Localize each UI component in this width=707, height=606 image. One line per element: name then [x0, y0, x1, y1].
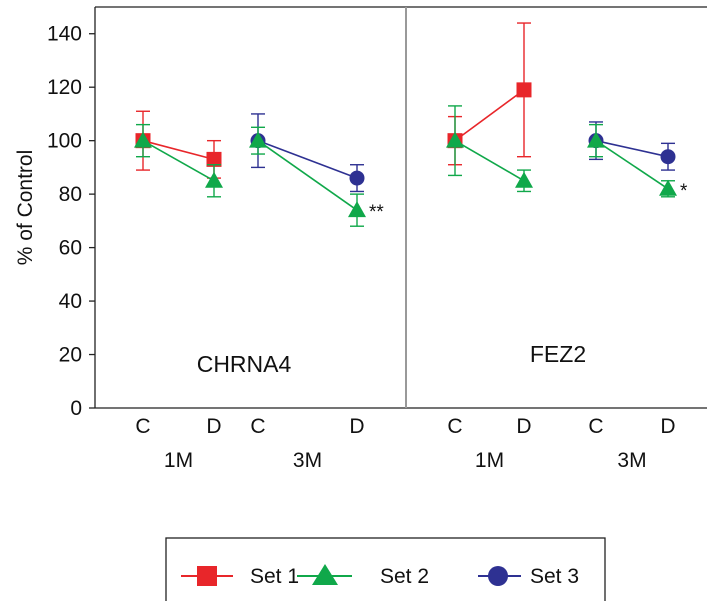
- legend: Set 1 Set 2 Set 3: [165, 537, 606, 606]
- data-point-marker: [205, 171, 223, 188]
- series-line: [454, 89, 525, 142]
- x-category-label: D: [349, 415, 364, 438]
- y-tick-label: 0: [70, 397, 82, 420]
- data-point-marker: [587, 131, 605, 148]
- series-line: [595, 139, 669, 158]
- data-point-marker: [134, 131, 152, 148]
- y-tick-label: 140: [47, 23, 82, 46]
- x-category-label: C: [135, 415, 150, 438]
- legend-marker: [488, 566, 508, 586]
- significance-annotation: **: [369, 202, 384, 223]
- y-tick-label: 20: [59, 344, 82, 367]
- x-group-label: 1M: [475, 449, 504, 472]
- data-point-marker: [206, 151, 222, 167]
- x-category-label: D: [206, 415, 221, 438]
- series-line: [257, 139, 358, 179]
- series-line: [142, 139, 215, 161]
- x-category-label: D: [660, 415, 675, 438]
- legend-label: Set 2: [380, 565, 429, 588]
- series-line: [142, 139, 215, 182]
- x-category-label: C: [588, 415, 603, 438]
- legend-marker: [312, 564, 338, 585]
- x-group-label: 1M: [164, 449, 193, 472]
- series-line: [257, 140, 358, 211]
- y-tick-label: 120: [47, 76, 82, 99]
- x-category-label: C: [250, 415, 265, 438]
- x-category-label: C: [447, 415, 462, 438]
- series-line: [454, 139, 525, 182]
- x-group-label: 3M: [293, 449, 322, 472]
- data-point-marker: [660, 149, 676, 165]
- legend-box: [165, 537, 606, 606]
- data-point-marker: [515, 171, 533, 188]
- series-line: [595, 140, 669, 190]
- data-point-marker: [349, 170, 365, 186]
- legend-marker: [197, 566, 217, 586]
- data-point-marker: [446, 131, 464, 148]
- x-group-label: 3M: [617, 449, 646, 472]
- y-tick-label: 80: [59, 183, 82, 206]
- data-point-marker: [516, 82, 532, 98]
- y-tick-label: 60: [59, 237, 82, 260]
- panel-label: CHRNA4: [197, 351, 292, 377]
- legend-label: Set 1: [250, 565, 299, 588]
- significance-annotation: *: [680, 181, 688, 202]
- y-tick-label: 100: [47, 130, 82, 153]
- panel-label: FEZ2: [530, 341, 586, 367]
- data-point-marker: [249, 131, 267, 148]
- legend-label: Set 3: [530, 565, 579, 588]
- x-category-label: D: [516, 415, 531, 438]
- y-axis-label: % of Control: [14, 150, 37, 266]
- data-point-marker: [659, 179, 677, 196]
- y-tick-label: 40: [59, 290, 82, 313]
- data-point-marker: [348, 201, 366, 218]
